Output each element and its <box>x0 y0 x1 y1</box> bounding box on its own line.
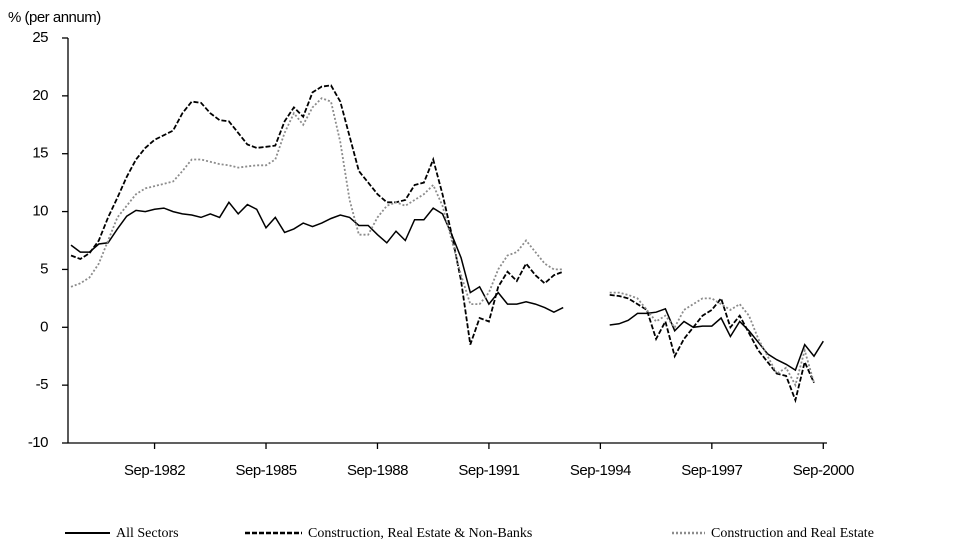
x-tick-label: Sep-1982 <box>124 462 185 479</box>
y-tick-label: 25 <box>32 29 48 46</box>
y-tick-label: 20 <box>32 87 48 104</box>
x-tick-label: Sep-2000 <box>793 462 854 479</box>
x-tick-label: Sep-1985 <box>235 462 296 479</box>
y-tick-label: 10 <box>32 203 48 220</box>
series-line <box>70 84 815 404</box>
x-tick-label: Sep-1997 <box>681 462 742 479</box>
x-tick-label: Sep-1994 <box>570 462 631 479</box>
legend-label: Construction and Real Estate <box>711 526 874 541</box>
y-tick-label: 5 <box>40 260 48 277</box>
x-tick-label: Sep-1988 <box>347 462 408 479</box>
y-tick-label: 15 <box>32 145 48 162</box>
y-tick-label: -5 <box>36 376 48 393</box>
y-axis-label: % (per annum) <box>8 9 101 26</box>
x-tick-label: Sep-1991 <box>458 462 519 479</box>
y-tick-label: -10 <box>28 434 48 451</box>
y-tick-label: 0 <box>40 318 48 335</box>
series-line <box>70 97 815 388</box>
legend-label: All Sectors <box>116 526 179 541</box>
series-line <box>70 201 824 372</box>
legend-label: Construction, Real Estate & Non-Banks <box>308 526 532 541</box>
